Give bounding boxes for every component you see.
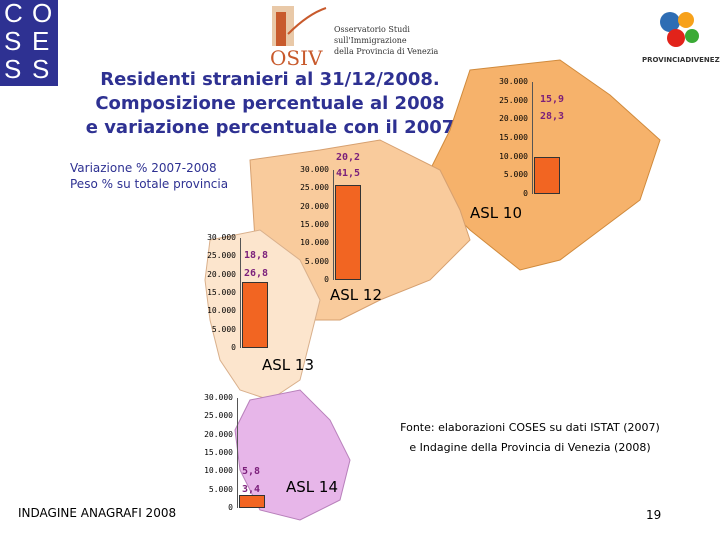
footer-text: INDAGINE ANAGRAFI 2008: [18, 506, 177, 520]
page-title: Residenti stranieri al 31/12/2008. Compo…: [70, 68, 470, 140]
tick-label: 0: [523, 189, 528, 198]
osiv-text-line: Osservatorio Studi: [334, 25, 410, 34]
tick-label: 15.000: [300, 220, 329, 229]
data-label: 26,8: [244, 268, 269, 279]
asl13-label: ASL 13: [262, 356, 314, 374]
page-number: 19: [646, 508, 662, 522]
title-line: Residenti stranieri al 31/12/2008.: [100, 69, 440, 90]
tick-label: 5.000: [304, 256, 329, 266]
tick-label: 10.000: [300, 238, 329, 248]
tick-label: 10.000: [499, 151, 528, 161]
provincia-emblem-icon: [660, 12, 699, 47]
tick-label: 25.000: [207, 251, 236, 261]
tick-label: 25.000: [204, 411, 233, 421]
provincia-text: PROVINCIADIVENEZIA: [642, 56, 720, 64]
source-line: Fonte: elaborazioni COSES su dati ISTAT …: [400, 421, 660, 434]
chart-axis: [532, 82, 533, 194]
osiv-text-line: sull'Immigrazione: [334, 36, 407, 45]
coses-letter: E: [32, 26, 50, 56]
coses-logo: C O S E S S: [0, 0, 58, 86]
chart-axis: [333, 170, 334, 280]
tick-label: 20.000: [300, 201, 329, 211]
tick-label: 30.000: [499, 77, 528, 86]
tick-label: 20.000: [204, 429, 233, 439]
osiv-text-line: della Provincia di Venezia: [334, 47, 439, 56]
tick-label: 10.000: [207, 306, 236, 316]
tick-label: 30.000: [207, 233, 236, 242]
bar: [242, 282, 268, 348]
data-label: 18,8: [244, 250, 269, 261]
tick-label: 20.000: [499, 114, 528, 124]
tick-label: 5.000: [208, 484, 233, 494]
asl14-label: ASL 14: [286, 478, 338, 496]
data-label: 28,3: [540, 111, 565, 122]
tick-label: 5.000: [503, 170, 528, 180]
tick-label: 15.000: [204, 448, 233, 457]
title-line: Composizione percentuale al 2008: [95, 93, 445, 114]
coses-letter: O: [32, 0, 53, 28]
data-label: 20,2: [336, 152, 361, 163]
bar: [239, 495, 265, 508]
coses-letter: S: [4, 54, 22, 84]
osiv-emblem-icon: [272, 6, 327, 46]
legend-line: Variazione % 2007-2008: [70, 161, 217, 175]
asl10-label: ASL 10: [470, 204, 522, 222]
tick-label: 0: [228, 503, 233, 512]
tick-label: 15.000: [207, 288, 236, 297]
tick-label: 30.000: [204, 393, 233, 402]
tick-label: 20.000: [207, 269, 236, 279]
tick-label: 15.000: [499, 133, 528, 142]
osiv-mark: OSIV: [270, 46, 323, 70]
source-note: Fonte: elaborazioni COSES su dati ISTAT …: [365, 418, 695, 458]
coses-letter: C: [4, 0, 23, 28]
bar: [335, 184, 361, 280]
tick-label: 10.000: [204, 466, 233, 476]
legend: Variazione % 2007-2008 Peso % su totale …: [70, 160, 228, 192]
tick-label: 0: [231, 343, 236, 352]
chart-axis: [237, 398, 238, 508]
legend-line: Peso % su totale provincia: [70, 177, 229, 191]
data-label: 5,8: [242, 466, 261, 477]
asl12-label: ASL 12: [330, 286, 382, 304]
data-label: 41,5: [336, 168, 361, 179]
chart-axis: [240, 238, 241, 348]
bar: [534, 156, 560, 194]
tick-label: 25.000: [300, 183, 329, 193]
coses-letter: S: [32, 54, 50, 84]
tick-label: 5.000: [211, 324, 236, 334]
osiv-logo: OSIV Osservatorio Studi sull'Immigrazion…: [268, 4, 468, 70]
coses-letter: S: [4, 26, 22, 56]
title-line: e variazione percentuale con il 2007: [85, 117, 455, 138]
tick-label: 30.000: [300, 165, 329, 174]
tick-label: 25.000: [499, 95, 528, 105]
source-line: e Indagine della Provincia di Venezia (2…: [409, 441, 651, 454]
data-label: 3,4: [242, 484, 261, 495]
data-label: 15,9: [540, 94, 565, 105]
provincia-logo: PROVINCIADIVENEZIA: [640, 4, 720, 70]
tick-label: 0: [324, 275, 329, 284]
